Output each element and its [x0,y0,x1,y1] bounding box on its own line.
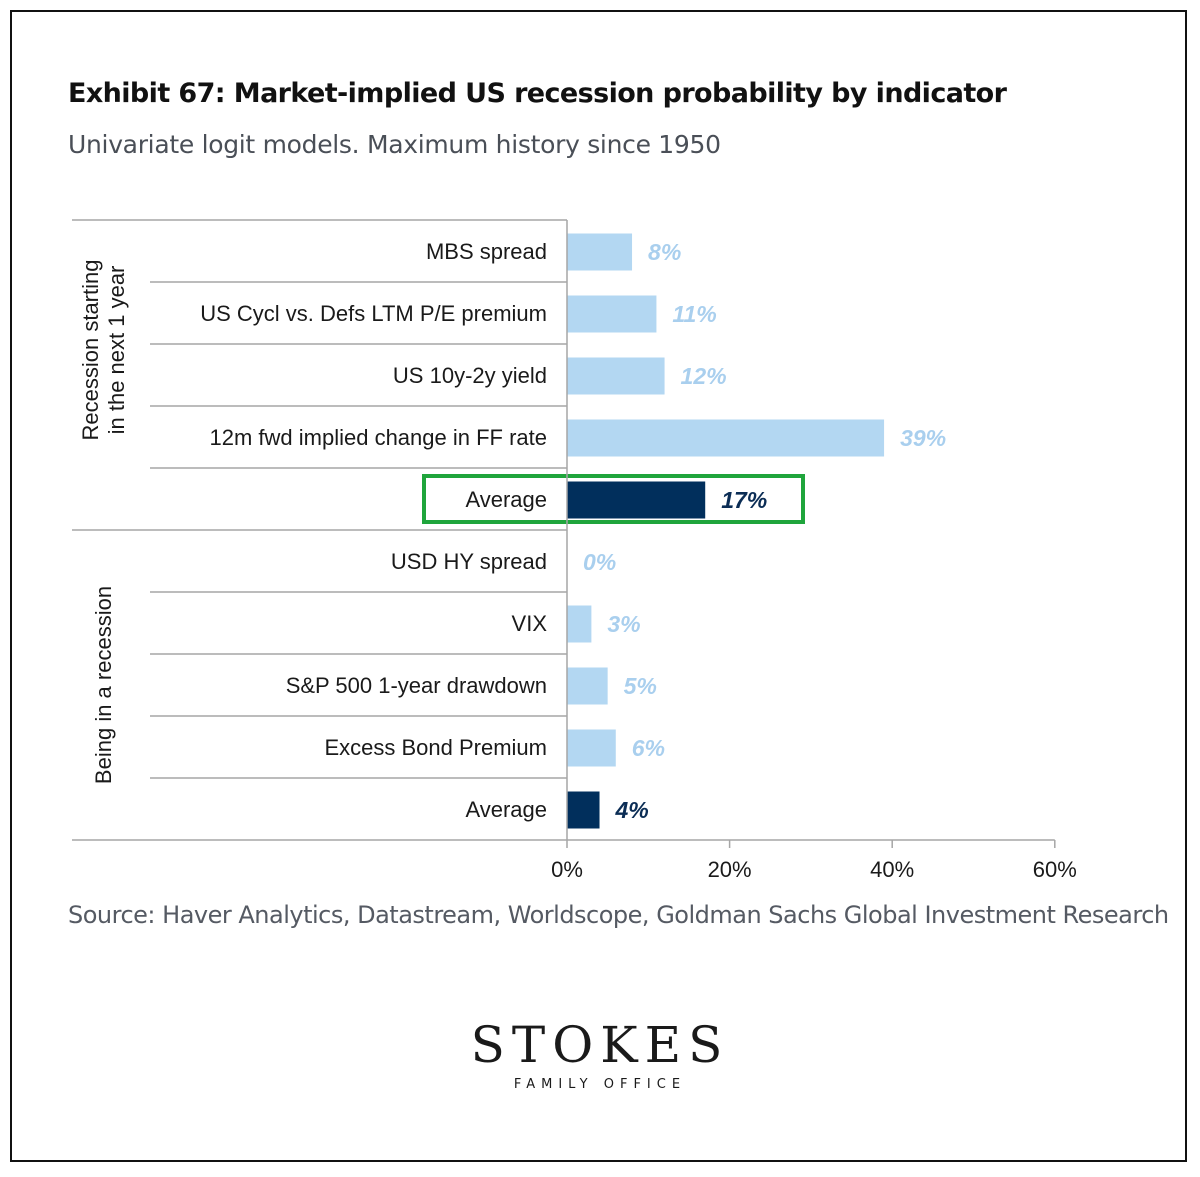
group-label: Recession startingin the next 1 year [78,260,129,441]
category-label: Average [465,797,547,822]
category-label: US 10y-2y yield [393,363,547,388]
bar [567,729,616,767]
average-bar [567,481,706,519]
logo-tagline: FAMILY OFFICE [513,1077,687,1092]
data-label: 12% [681,363,727,389]
category-label: USD HY spread [391,549,547,574]
data-label: 11% [672,301,716,327]
category-label: US Cycl vs. Defs LTM P/E premium [200,301,547,326]
x-tick-label: 60% [1033,857,1077,882]
page-frame [10,10,1187,1162]
data-label: 17% [721,487,767,513]
category-label: 12m fwd implied change in FF rate [210,425,548,450]
category-label: MBS spread [426,239,547,264]
source-note: Source: Haver Analytics, Datastream, Wor… [68,901,1169,929]
x-tick-label: 20% [708,857,752,882]
bar [567,667,608,705]
category-label: VIX [512,611,548,636]
data-label: 4% [615,797,649,823]
logo-wordmark: STOKES [470,1016,730,1074]
data-label: 8% [648,239,681,265]
category-label: Excess Bond Premium [324,735,547,760]
bar [567,605,592,643]
chart-subtitle: Univariate logit models. Maximum history… [68,130,721,159]
bar [567,357,665,395]
average-bar [567,791,600,829]
x-tick-label: 40% [870,857,914,882]
data-label: 3% [607,611,640,637]
data-label: 6% [632,735,665,761]
group-label: Being in a recession [91,586,116,784]
bar [567,419,885,457]
data-label: 39% [900,425,946,451]
data-label: 0% [583,549,616,575]
chart-title: Exhibit 67: Market-implied US recession … [68,78,1007,109]
bar [567,295,657,333]
bar [567,233,633,271]
category-label: S&P 500 1-year drawdown [286,673,547,698]
highlight-box [422,474,805,524]
x-tick-label: 0% [551,857,583,882]
category-label: Average [465,487,547,512]
bar-chart: Recession startingin the next 1 year MBS … [72,219,1077,882]
data-label: 5% [624,673,657,699]
